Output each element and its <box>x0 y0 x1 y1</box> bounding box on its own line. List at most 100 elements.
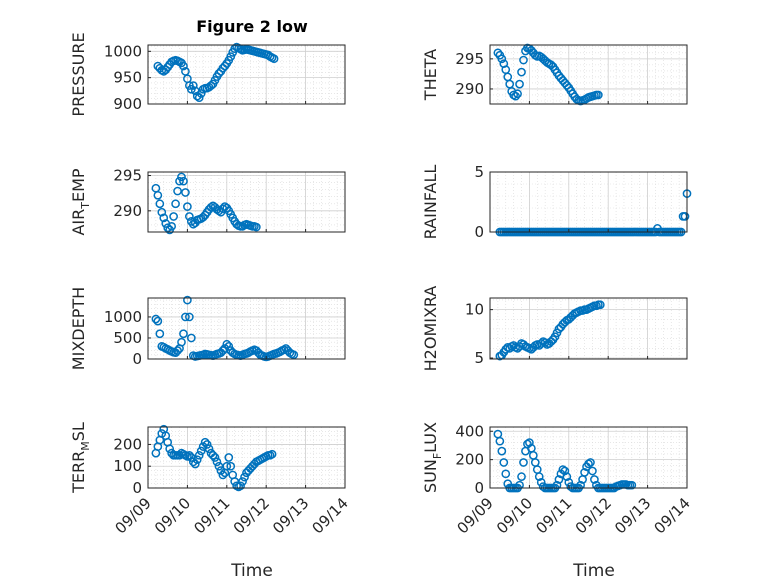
y-axis-label: TERRMSL <box>69 422 92 494</box>
axes-box <box>147 171 346 233</box>
data-point <box>194 450 204 460</box>
y-axis-label-part: RAINFALL <box>421 165 440 240</box>
data-point <box>181 188 190 197</box>
data-point <box>200 437 210 447</box>
data-point <box>497 54 507 64</box>
axes-sun_flux: 0200400SUNFLUX09/0909/1009/1109/1209/130… <box>421 422 694 537</box>
data-point <box>240 472 249 482</box>
data-point <box>179 176 188 186</box>
y-axis-label-part: PRESSURE <box>69 32 88 116</box>
data-point <box>183 202 192 211</box>
axes-box <box>489 44 688 105</box>
y-tick-label: 5 <box>474 163 484 181</box>
y-axis-label-part: SUN <box>421 459 440 493</box>
data-point <box>513 89 522 99</box>
data-point <box>210 453 220 462</box>
y-tick-label: 400 <box>455 422 484 440</box>
y-axis-label-part: EMP <box>69 168 88 202</box>
data-point <box>208 450 218 460</box>
data-point <box>519 55 528 65</box>
data-point <box>159 213 169 223</box>
y-axis-label: RAINFALL <box>421 165 440 240</box>
axes-h2omixra: 5 10 H2OMIXRA <box>421 286 688 371</box>
y-tick-label: 500 <box>113 329 142 347</box>
y-tick-label: 290 <box>455 80 484 98</box>
data-point <box>493 48 503 58</box>
data-point <box>175 176 184 186</box>
data-point <box>517 67 526 77</box>
y-tick-label: 10 <box>465 301 484 319</box>
axes-mixdepth: 0 500 1000 MIXDEPTH <box>69 287 346 370</box>
data-point <box>536 477 546 487</box>
y-tick-label: 295 <box>113 167 142 185</box>
data-point <box>171 199 180 209</box>
data-point <box>155 329 165 339</box>
data-point <box>181 312 190 322</box>
y-axis-label-part: THETA <box>421 49 440 101</box>
data-point <box>497 446 507 456</box>
axes-pressure: 900 950 1000 PRESSURE <box>69 32 346 117</box>
data-point <box>177 172 186 182</box>
data-point <box>252 222 261 232</box>
plot-area <box>148 45 345 104</box>
data-point <box>586 458 595 467</box>
y-axis-label: THETA <box>421 49 440 101</box>
data-point <box>566 482 576 491</box>
data-point <box>190 459 200 469</box>
plot-area <box>490 172 687 232</box>
data-point <box>153 316 163 326</box>
data-point <box>185 212 194 221</box>
data-point <box>194 93 204 103</box>
data-point <box>212 457 222 467</box>
data-point <box>515 79 524 89</box>
data-point <box>562 472 572 482</box>
data-point <box>525 438 534 447</box>
data-point <box>202 440 212 449</box>
data-point <box>495 436 505 446</box>
data-point <box>185 450 194 460</box>
axes-box <box>489 297 688 360</box>
data-point <box>627 480 637 490</box>
data-point <box>595 300 605 310</box>
y-axis-label-subscript: T <box>79 202 92 210</box>
y-tick-label: 200 <box>455 451 484 469</box>
data-point <box>517 472 526 482</box>
data-point <box>204 444 214 454</box>
y-tick-label: 100 <box>113 457 142 475</box>
data-point <box>169 212 178 221</box>
y-axis-label-part: MIXDEPTH <box>69 287 88 370</box>
plot-area <box>490 427 687 488</box>
y-axis-label: PRESSURE <box>69 32 88 116</box>
data-point <box>534 472 544 482</box>
data-point <box>584 459 593 469</box>
data-point <box>188 81 198 90</box>
y-axis-label-subscript: F <box>431 453 444 459</box>
axes-box <box>489 426 688 489</box>
data-point <box>588 466 597 476</box>
data-point <box>519 458 528 467</box>
data-point <box>236 481 245 491</box>
y-axis-label-subscript: M <box>79 441 92 451</box>
y-axis-label: SUNFLUX <box>421 422 444 493</box>
data-point <box>552 480 562 490</box>
data-point <box>153 190 163 200</box>
data-point <box>222 339 232 349</box>
y-tick-label: 290 <box>113 202 142 220</box>
axes-box <box>489 171 688 233</box>
data-point <box>238 477 247 486</box>
data-point <box>594 90 603 100</box>
data-point <box>540 338 550 347</box>
y-tick-label: 295 <box>455 50 484 68</box>
data-point <box>163 223 173 233</box>
data-point <box>157 207 167 217</box>
data-point <box>179 329 188 339</box>
data-point <box>185 312 194 322</box>
axes-rainfall: 0 5 RAINFALL <box>421 163 692 241</box>
y-axis-label-part: TERR <box>69 451 88 494</box>
y-tick-label: 1000 <box>104 42 142 60</box>
y-axis-label-part: LUX <box>421 422 440 453</box>
data-point <box>576 480 585 490</box>
y-tick-label: 950 <box>113 69 142 87</box>
